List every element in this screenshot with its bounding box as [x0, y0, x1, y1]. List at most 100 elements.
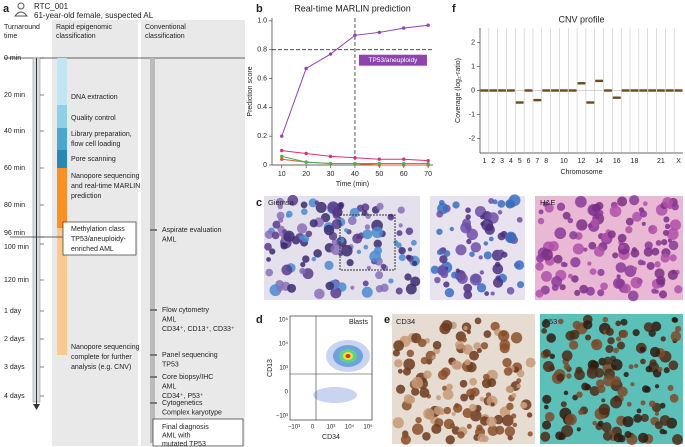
x-tick-label: 14: [595, 158, 603, 165]
step-marker: [150, 402, 157, 404]
cell: [640, 358, 646, 365]
cell: [459, 379, 468, 388]
cell: [481, 218, 494, 231]
cell: [605, 327, 614, 336]
cell: [393, 340, 404, 352]
rapid-step: prediction: [71, 193, 101, 200]
cell: [275, 197, 285, 207]
cell: [631, 247, 637, 253]
cell: [640, 413, 649, 422]
segment: [648, 89, 657, 92]
cell: [331, 219, 342, 230]
cell: [265, 268, 274, 277]
cell: [508, 194, 521, 207]
cell: [621, 283, 631, 294]
x-tick-label: 7: [535, 158, 539, 165]
y-tick-label: 10⁵: [279, 317, 289, 324]
patient-id: RTC_001: [34, 2, 69, 11]
cell: [609, 205, 622, 218]
x-tick-label: 1: [482, 158, 486, 165]
cell: [442, 389, 454, 400]
cell: [542, 201, 548, 207]
cell: [498, 330, 510, 342]
rapid-bar: [57, 150, 67, 168]
cell: [505, 385, 513, 393]
cell: [405, 254, 412, 260]
cell: [592, 420, 598, 426]
cell: [272, 220, 281, 229]
series-point: [328, 154, 333, 159]
cell: [502, 357, 512, 368]
rapid-step: Methylation class: [71, 226, 125, 233]
cell: [576, 219, 588, 231]
cell: [431, 423, 442, 434]
cell: [442, 385, 448, 391]
y-tick-label: 0.8: [257, 47, 267, 54]
cell: [654, 384, 660, 389]
cell: [411, 260, 418, 266]
segment: [506, 89, 515, 92]
y-tick-label: 1: [471, 63, 475, 70]
cell: [349, 207, 360, 218]
cell: [517, 281, 525, 289]
cell: [583, 247, 588, 252]
conventional-step: AML: [162, 316, 177, 323]
conventional-step: Flow cytometry: [162, 307, 210, 314]
conventional-step: Core biopsy/IHC: [162, 374, 213, 381]
cell: [470, 387, 480, 397]
x-tick-label: 50: [375, 171, 383, 178]
y-axis-label: Coverage (log₂-ratio): [455, 58, 462, 123]
cell: [431, 355, 436, 360]
cell: [594, 367, 605, 378]
cell: [323, 224, 335, 236]
cell: [271, 231, 280, 240]
cell: [278, 231, 284, 237]
cell: [612, 252, 619, 259]
x-tick-label: 8: [544, 158, 548, 165]
cell: [657, 366, 663, 372]
cell: [506, 402, 514, 411]
y-tick-label: 0: [285, 390, 289, 396]
segment: [515, 101, 524, 104]
cell: [610, 396, 623, 409]
conventional-step: AML: [162, 236, 177, 243]
time-label: 80 min: [4, 202, 25, 209]
cell: [395, 287, 403, 295]
cell: [617, 233, 627, 243]
cell: [451, 271, 458, 279]
panel-label: c: [256, 197, 262, 209]
segment: [604, 89, 612, 92]
cell: [483, 330, 492, 338]
cell: [396, 230, 403, 237]
cell: [469, 273, 482, 286]
cell: [655, 239, 662, 246]
cell: [361, 286, 373, 298]
cell: [422, 432, 431, 441]
cell: [648, 329, 656, 337]
cell: [499, 339, 511, 351]
cell: [617, 386, 628, 397]
cell: [402, 367, 412, 376]
cell: [497, 210, 503, 215]
cell: [658, 290, 668, 299]
cell: [622, 416, 634, 428]
cell: [483, 241, 489, 246]
cell: [333, 280, 339, 286]
x-tick-label: 21: [657, 158, 665, 165]
cell: [380, 263, 387, 270]
cell: [344, 228, 349, 233]
cell: [437, 369, 449, 380]
cell: [630, 382, 635, 387]
cell: [415, 416, 422, 424]
cell: [623, 371, 629, 378]
cell: [597, 289, 605, 297]
cell: [477, 433, 487, 443]
cell: [490, 402, 495, 407]
x-tick-label: 3: [500, 158, 504, 165]
y-tick-label: 2: [471, 39, 475, 46]
x-axis-label: Chromosome: [560, 169, 602, 176]
cell: [376, 202, 384, 210]
x-tick-label: 20: [302, 171, 310, 178]
cell: [469, 377, 477, 386]
cell: [287, 194, 299, 206]
